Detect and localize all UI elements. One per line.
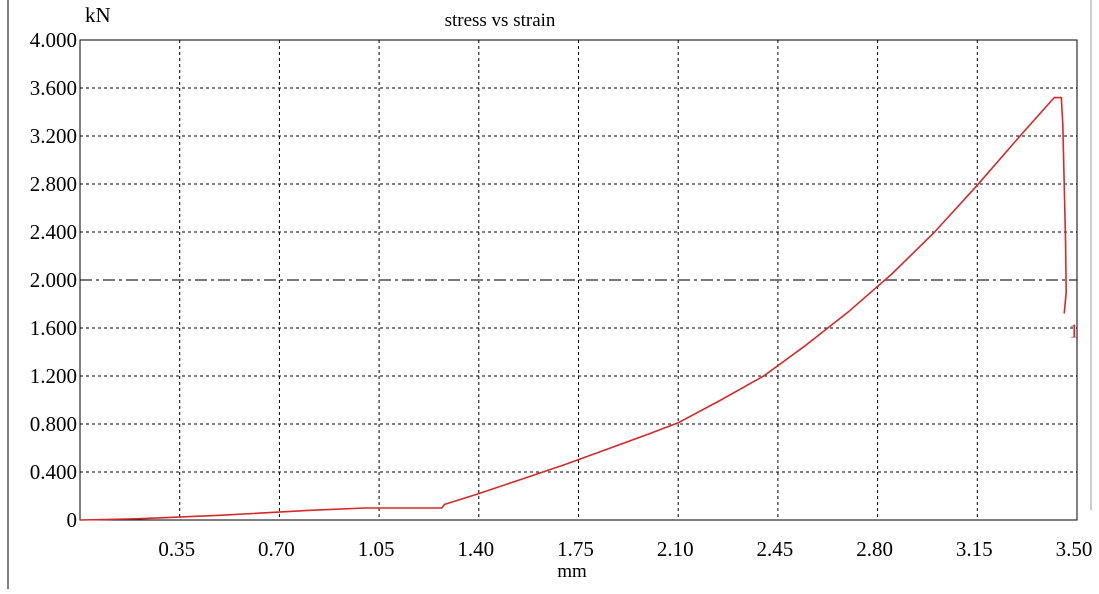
data-series bbox=[79, 96, 1067, 521]
x-axis-label: mm bbox=[557, 561, 587, 582]
x-tick-label: 3.15 bbox=[956, 537, 993, 561]
y-tick-labels: 0 0.400 0.800 1.200 1.600 2.000 2.400 2.800 3.20… bbox=[30, 28, 77, 532]
y-tick-label: 0.800 bbox=[30, 412, 77, 436]
plot-area-frame bbox=[79, 39, 1078, 521]
series-line-0 bbox=[79, 96, 1067, 521]
x-tick-label: 2.80 bbox=[856, 537, 893, 561]
y-axis-label: kN bbox=[85, 3, 111, 27]
y-tick-label: 0 bbox=[67, 508, 78, 532]
x-tick-label: 2.10 bbox=[657, 537, 694, 561]
y-tick-label: 3.200 bbox=[30, 124, 77, 148]
y-tick-label: 2.400 bbox=[30, 220, 77, 244]
annotations: 1 bbox=[1069, 320, 1079, 342]
x-tick-label: 3.50 bbox=[1056, 537, 1093, 561]
y-tick-label: 0.400 bbox=[30, 460, 77, 484]
curve-marker-label: 1 bbox=[1069, 320, 1079, 342]
x-tick-label: 1.75 bbox=[557, 537, 594, 561]
y-tick-label: 2.800 bbox=[30, 172, 77, 196]
x-tick-label: 1.40 bbox=[457, 537, 494, 561]
x-tick-label: 2.45 bbox=[757, 537, 794, 561]
y-tick-label: 2.000 bbox=[30, 268, 77, 292]
y-tick-label: 1.600 bbox=[30, 316, 77, 340]
chart-title: stress vs strain bbox=[445, 10, 556, 31]
y-tick-label: 3.600 bbox=[30, 76, 77, 100]
x-tick-labels: 0.35 0.70 1.05 1.40 1.75 2.10 2.45 2.80 3.15 3.50 bbox=[158, 537, 1092, 561]
y-tick-label: 4.000 bbox=[30, 28, 77, 52]
x-tick-label: 0.70 bbox=[258, 537, 295, 561]
y-tick-label: 1.200 bbox=[30, 364, 77, 388]
x-tick-label: 1.05 bbox=[358, 537, 395, 561]
x-tick-label: 0.35 bbox=[158, 537, 195, 561]
